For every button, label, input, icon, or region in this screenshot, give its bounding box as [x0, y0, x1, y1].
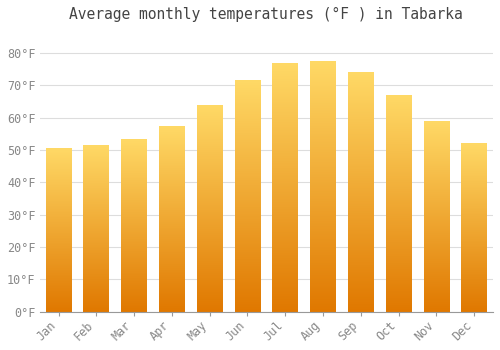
Title: Average monthly temperatures (°F ) in Tabarka: Average monthly temperatures (°F ) in Ta… — [70, 7, 463, 22]
